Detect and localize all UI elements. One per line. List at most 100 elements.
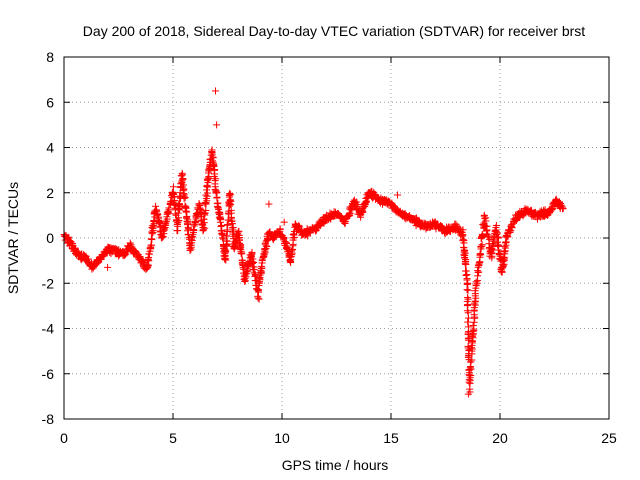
data-point (475, 259, 483, 267)
y-tick-label: -4 (42, 321, 55, 337)
data-point (236, 236, 244, 244)
data-point (169, 189, 177, 197)
data-point (467, 365, 475, 373)
data-point (506, 228, 514, 236)
data-point (236, 244, 244, 252)
data-point (181, 194, 189, 202)
data-point (290, 231, 298, 239)
data-point (476, 251, 484, 259)
data-point (459, 231, 467, 239)
x-tick-label: 5 (169, 430, 177, 446)
data-point (464, 342, 472, 350)
data-point (201, 224, 209, 232)
data-point (250, 266, 258, 274)
data-point (199, 226, 207, 234)
data-point (465, 314, 473, 322)
y-tick-label: 2 (46, 185, 54, 201)
data-point (258, 262, 266, 270)
data-point (269, 235, 277, 243)
data-point (248, 251, 256, 259)
y-tick-label: 8 (46, 49, 54, 65)
data-point (254, 294, 262, 302)
data-point (494, 246, 502, 254)
data-point (126, 239, 134, 247)
data-point (485, 235, 493, 243)
x-tick-label: 0 (60, 430, 68, 446)
data-point (255, 295, 263, 303)
data-point (466, 364, 474, 372)
data-point (167, 197, 175, 205)
data-point (464, 390, 472, 398)
data-point (465, 336, 473, 344)
data-point (191, 218, 199, 226)
x-axis-label: GPS time / hours (282, 457, 389, 473)
data-point (501, 243, 509, 251)
data-point (464, 279, 472, 287)
axis-ticks: 0 5 10 15 20 25 -8 -6 -4 -2 0 2 4 6 8 (42, 49, 617, 446)
data-point (148, 236, 156, 244)
y-tick-label: -6 (42, 366, 55, 382)
data-point (313, 226, 321, 234)
data-point (462, 271, 470, 279)
x-tick-label: 15 (383, 430, 399, 446)
data-point (222, 256, 230, 264)
data-point (280, 218, 288, 226)
data-point (144, 262, 152, 270)
chart-title: Day 200 of 2018, Sidereal Day-to-day VTE… (83, 23, 585, 39)
data-point (357, 213, 365, 221)
data-point (203, 182, 211, 190)
data-point (227, 206, 235, 214)
data-point (559, 205, 567, 213)
data-point (221, 254, 229, 262)
data-point (234, 228, 242, 236)
data-point (212, 87, 220, 95)
data-point (200, 215, 208, 223)
y-tick-label: 4 (46, 140, 54, 156)
data-point (223, 232, 231, 240)
data-point (196, 204, 204, 212)
data-point (174, 209, 182, 217)
data-point (178, 169, 186, 177)
data-point (218, 230, 226, 238)
data-point (218, 234, 226, 242)
x-tick-label: 20 (492, 430, 508, 446)
data-point (169, 183, 177, 191)
data-point (213, 121, 221, 129)
data-point (462, 260, 470, 268)
data-point (492, 221, 500, 229)
data-point (461, 249, 469, 257)
data-point (203, 189, 211, 197)
data-point (227, 197, 235, 205)
y-tick-label: 0 (46, 230, 54, 246)
data-point (483, 226, 491, 234)
data-point (179, 175, 187, 183)
data-point (210, 165, 218, 173)
grid-lines (64, 57, 609, 419)
data-point (394, 191, 402, 199)
data-point (555, 198, 563, 206)
data-point (472, 278, 480, 286)
data-point (263, 242, 271, 250)
data-point (468, 356, 476, 364)
data-point (464, 318, 472, 326)
data-point (162, 219, 170, 227)
data-point (155, 215, 163, 223)
data-point (471, 298, 479, 306)
data-point (239, 264, 247, 272)
data-point (470, 318, 478, 326)
data-point (104, 263, 112, 271)
data-point (217, 215, 225, 223)
data-point (212, 175, 220, 183)
data-point (495, 251, 503, 259)
data-point (241, 274, 249, 282)
data-point (225, 190, 233, 198)
data-point (148, 230, 156, 238)
data-point (212, 188, 220, 196)
data-point (258, 257, 266, 265)
data-point (494, 233, 502, 241)
data-point (464, 295, 472, 303)
data-point (471, 313, 479, 321)
data-point (288, 245, 296, 253)
data-point (362, 197, 370, 205)
